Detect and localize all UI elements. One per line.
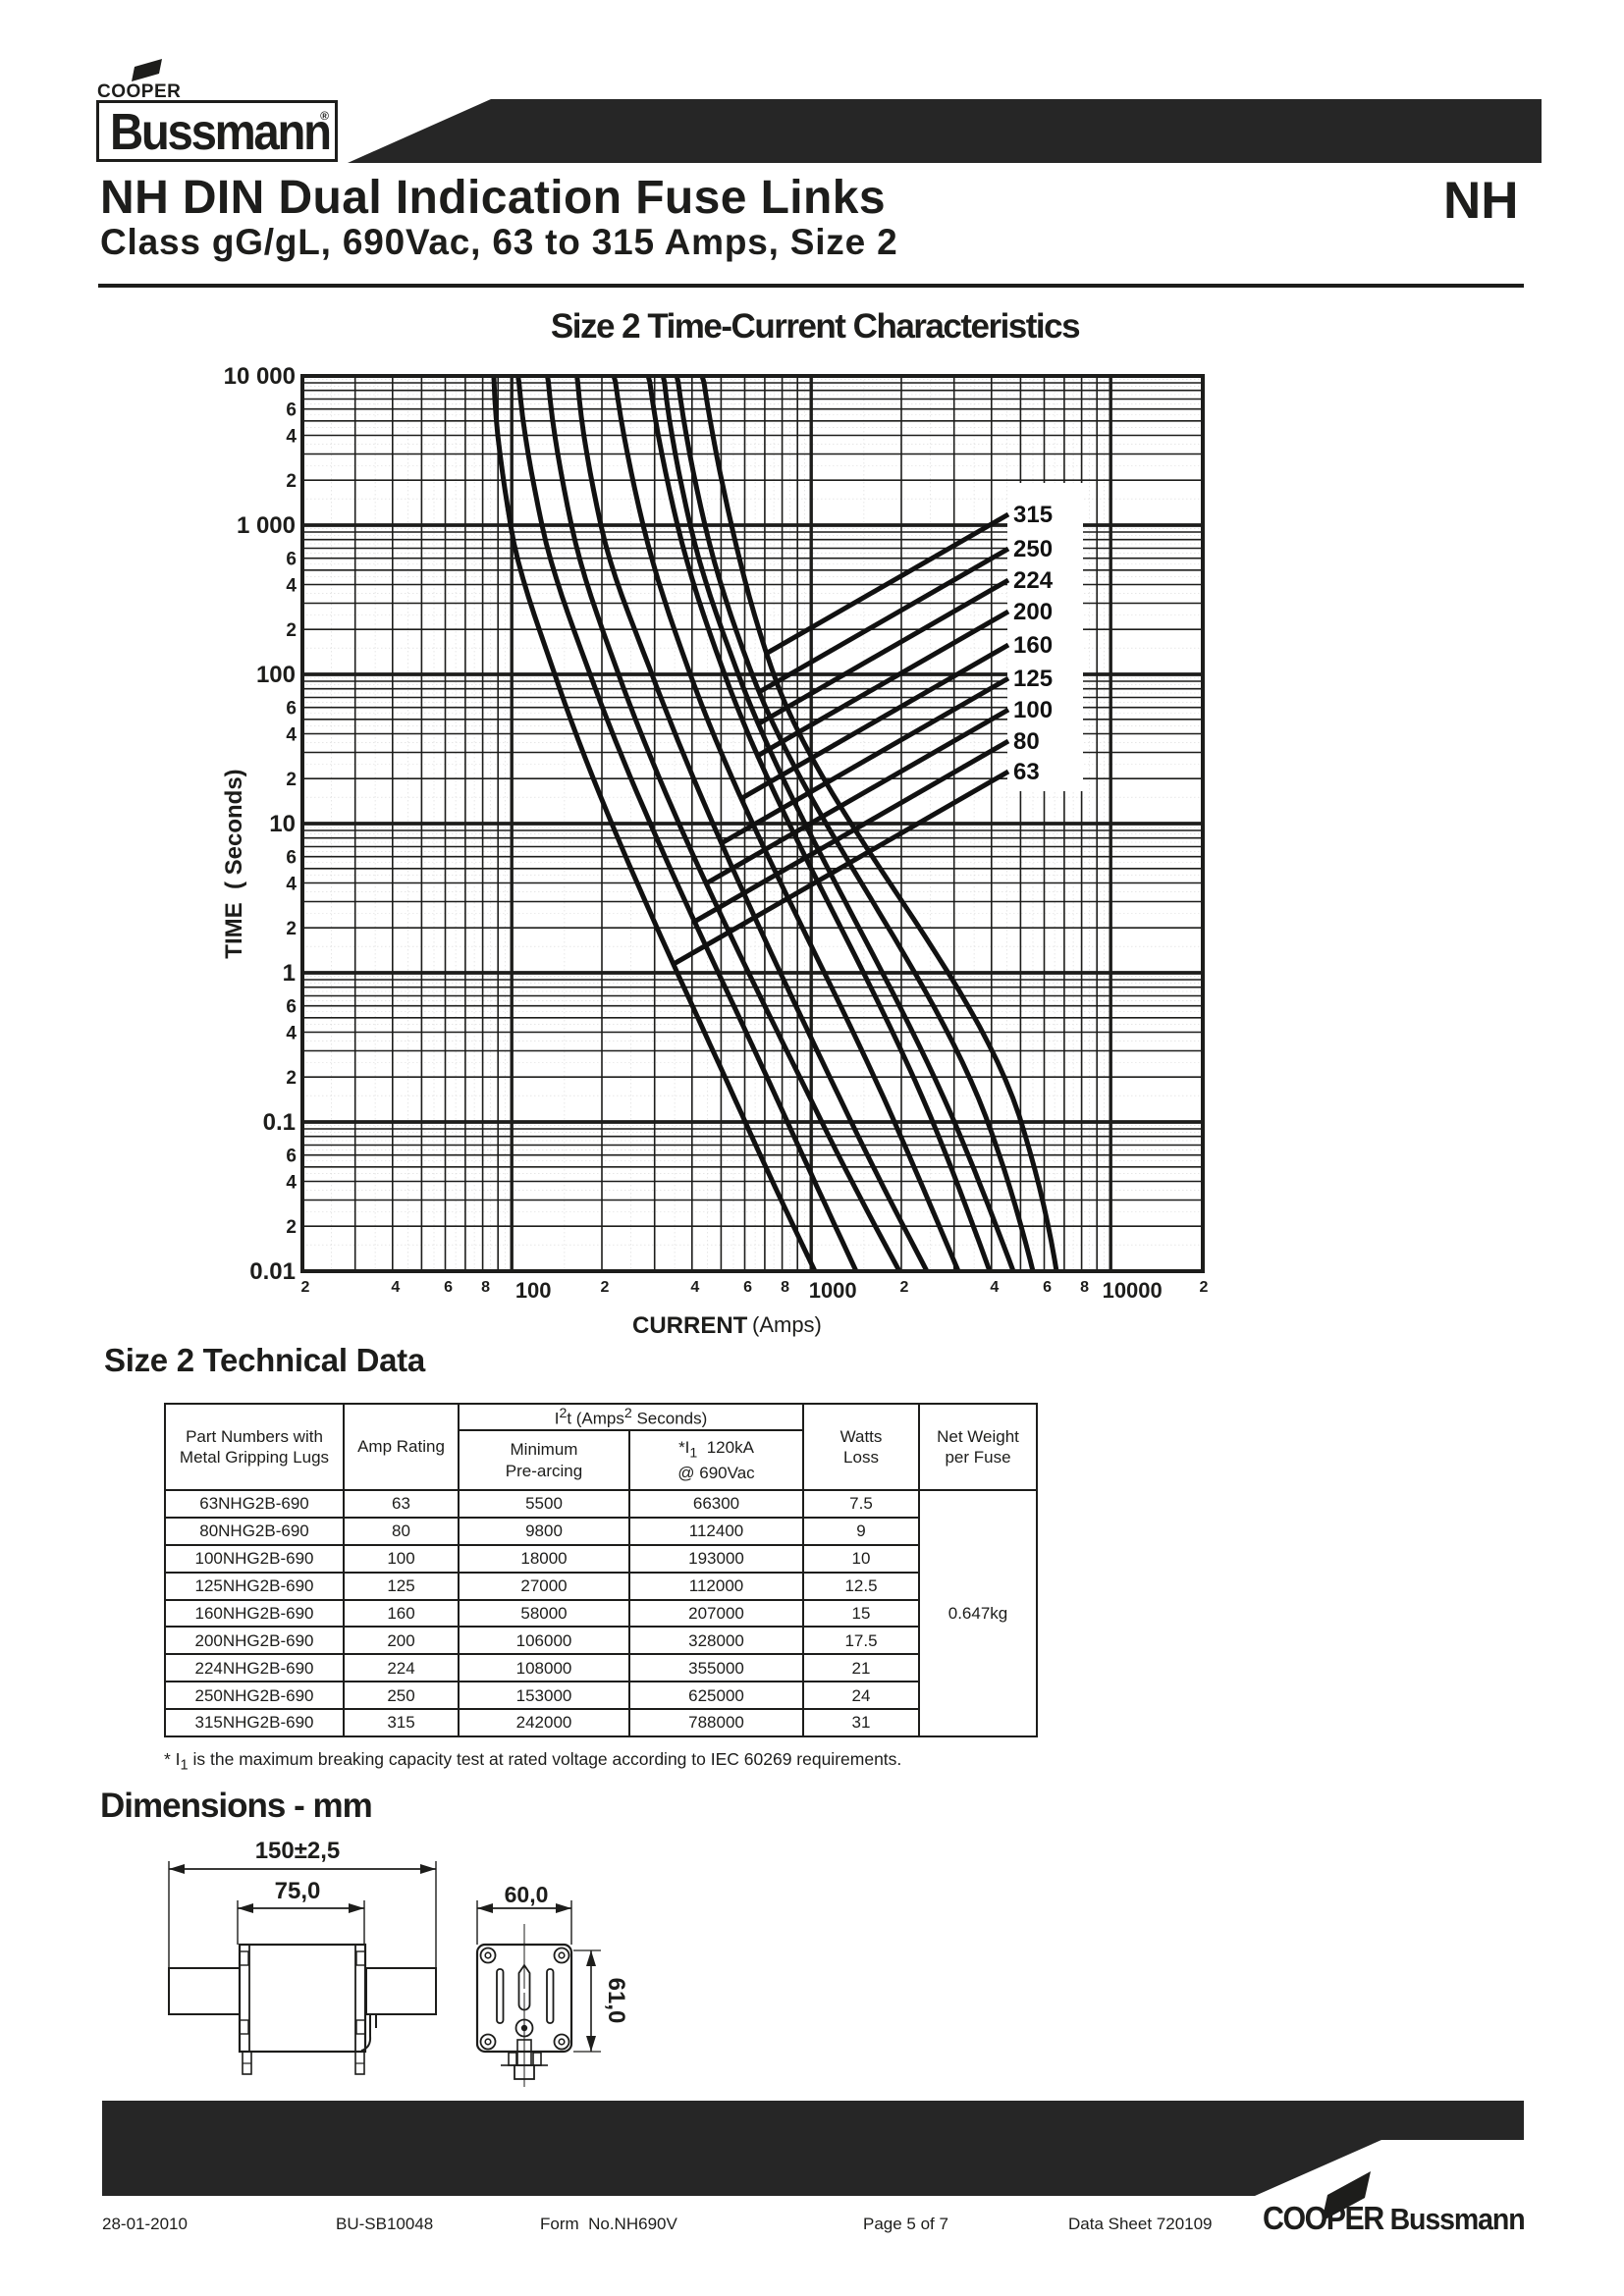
svg-text:10000: 10000 — [1103, 1278, 1163, 1303]
svg-text:150±2,5: 150±2,5 — [255, 1838, 341, 1864]
svg-text:2: 2 — [301, 1279, 310, 1296]
svg-text:2: 2 — [286, 471, 297, 492]
svg-text:2: 2 — [286, 919, 297, 939]
svg-text:1 000: 1 000 — [237, 512, 296, 539]
svg-text:315: 315 — [1013, 502, 1053, 528]
svg-text:4: 4 — [286, 874, 297, 894]
svg-text:2: 2 — [1200, 1279, 1209, 1296]
svg-text:100: 100 — [256, 662, 296, 688]
svg-text:80: 80 — [1013, 728, 1040, 755]
svg-text:CURRENT: CURRENT — [632, 1312, 748, 1339]
svg-text:10: 10 — [269, 811, 296, 837]
svg-text:2: 2 — [900, 1279, 909, 1296]
svg-text:Size 2 Time-Current Characteri: Size 2 Time-Current Characteristics — [551, 307, 1080, 346]
svg-text:4: 4 — [690, 1279, 699, 1296]
svg-text:10 000: 10 000 — [224, 363, 296, 390]
svg-text:6: 6 — [286, 400, 297, 421]
svg-text:6: 6 — [286, 1147, 297, 1167]
svg-text:8: 8 — [481, 1279, 490, 1296]
svg-text:6: 6 — [1043, 1279, 1052, 1296]
svg-text:4: 4 — [286, 1023, 297, 1043]
svg-text:4: 4 — [990, 1279, 999, 1296]
svg-text:1000: 1000 — [809, 1278, 857, 1303]
svg-text:100: 100 — [1013, 697, 1053, 723]
svg-text:6: 6 — [286, 699, 297, 720]
svg-text:75,0: 75,0 — [275, 1878, 321, 1904]
svg-text:4: 4 — [286, 1172, 297, 1193]
svg-text:4: 4 — [286, 426, 297, 447]
svg-text:8: 8 — [1080, 1279, 1089, 1296]
svg-text:0.01: 0.01 — [249, 1258, 296, 1285]
svg-text:224: 224 — [1013, 567, 1054, 594]
svg-text:200: 200 — [1013, 599, 1053, 625]
svg-text:160: 160 — [1013, 632, 1053, 659]
svg-text:6: 6 — [444, 1279, 453, 1296]
svg-text:6: 6 — [286, 848, 297, 869]
svg-text:100: 100 — [515, 1278, 552, 1303]
svg-text:2: 2 — [286, 1217, 297, 1238]
svg-text:6: 6 — [286, 550, 297, 570]
svg-text:6: 6 — [743, 1279, 752, 1296]
svg-text:2: 2 — [286, 1068, 297, 1089]
svg-text:250: 250 — [1013, 536, 1053, 562]
svg-text:125: 125 — [1013, 666, 1053, 692]
svg-text:4: 4 — [286, 724, 297, 745]
svg-text:4: 4 — [286, 575, 297, 596]
svg-text:2: 2 — [286, 620, 297, 641]
svg-text:2: 2 — [601, 1279, 610, 1296]
svg-text:61,0: 61,0 — [603, 1978, 629, 2024]
svg-text:4: 4 — [391, 1279, 400, 1296]
svg-text:6: 6 — [286, 997, 297, 1018]
svg-text:TIME ( Seconds): TIME ( Seconds) — [221, 769, 247, 958]
svg-text:(Amps): (Amps) — [752, 1312, 822, 1337]
svg-text:2: 2 — [286, 770, 297, 790]
svg-text:1: 1 — [283, 960, 296, 987]
svg-text:63: 63 — [1013, 759, 1040, 785]
svg-text:0.1: 0.1 — [263, 1109, 296, 1136]
svg-text:8: 8 — [781, 1279, 789, 1296]
svg-text:60,0: 60,0 — [505, 1882, 549, 1907]
